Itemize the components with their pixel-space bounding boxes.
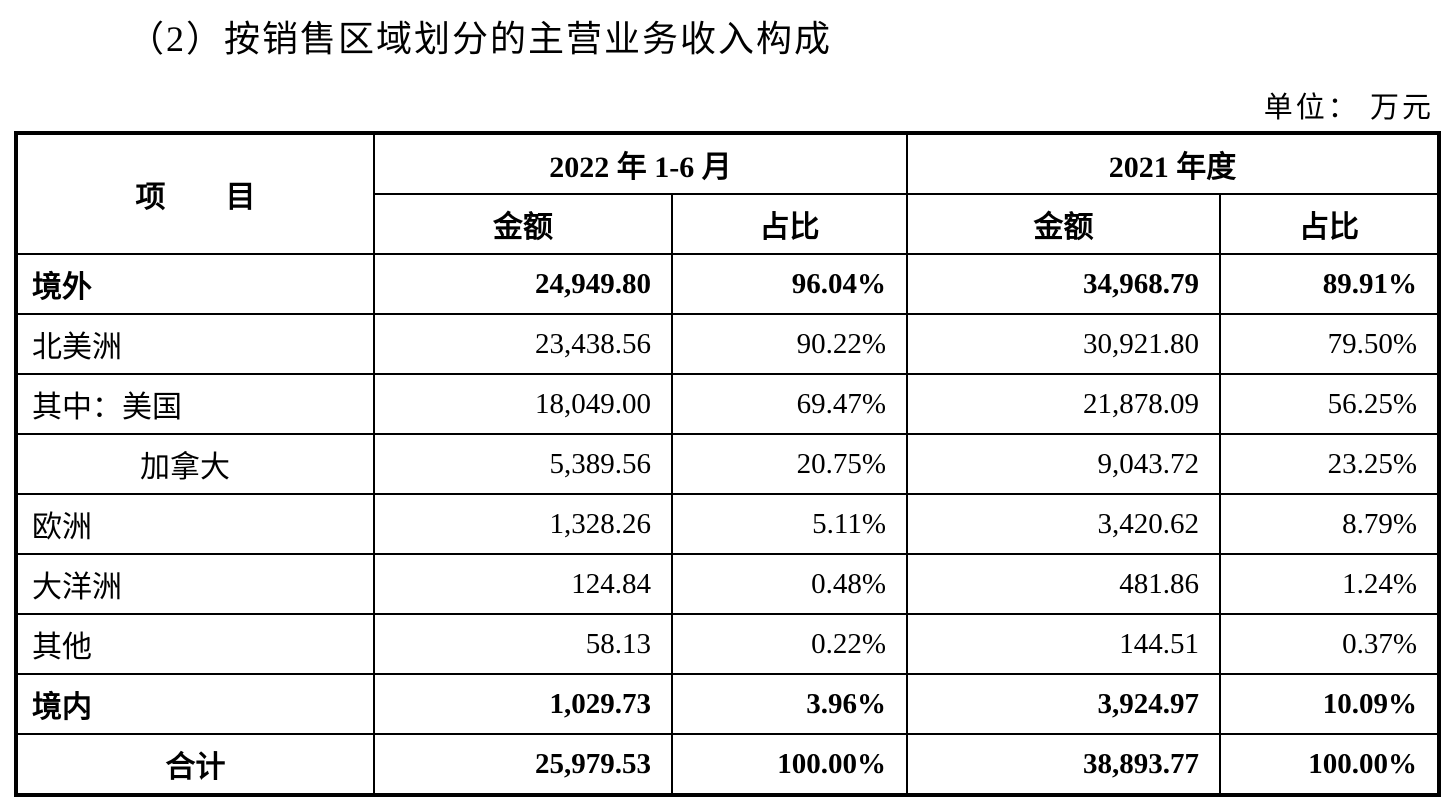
row-label: 大洋洲 <box>15 553 375 615</box>
amount-2021: 34,968.79 <box>906 253 1221 315</box>
amount-2022: 124.84 <box>373 553 673 615</box>
table-row-overseas: 境外 24,949.80 96.04% 34,968.79 89.91% <box>15 253 1440 315</box>
amount-2022: 25,979.53 <box>373 733 673 796</box>
table-row-north-america: 北美洲 23,438.56 90.22% 30,921.80 79.50% <box>15 313 1440 375</box>
ratio-2021: 56.25% <box>1219 373 1440 435</box>
amount-2021: 3,420.62 <box>906 493 1221 555</box>
header-row-periods: 项 目 2022 年 1-6 月 2021 年度 <box>15 132 1440 255</box>
amount-2022: 18,049.00 <box>373 373 673 435</box>
table-row-domestic: 境内 1,029.73 3.96% 3,924.97 10.09% <box>15 673 1440 735</box>
table-row-total: 合计 25,979.53 100.00% 38,893.77 100.00% <box>15 733 1440 796</box>
amount-2021: 30,921.80 <box>906 313 1221 375</box>
ratio-2022: 3.96% <box>671 673 908 735</box>
header-amount-2021: 金额 <box>906 193 1221 255</box>
amount-2022: 1,029.73 <box>373 673 673 735</box>
table-header: 项 目 2022 年 1-6 月 2021 年度 金额 占比 金额 占比 <box>15 132 1440 255</box>
ratio-2021: 0.37% <box>1219 613 1440 675</box>
amount-2022: 23,438.56 <box>373 313 673 375</box>
amount-2021: 3,924.97 <box>906 673 1221 735</box>
amount-2021: 9,043.72 <box>906 433 1221 495</box>
table-row-canada: 加拿大 5,389.56 20.75% 9,043.72 23.25% <box>15 433 1440 495</box>
amount-2021: 481.86 <box>906 553 1221 615</box>
table-row-other: 其他 58.13 0.22% 144.51 0.37% <box>15 613 1440 675</box>
section-title: （2）按销售区域划分的主营业务收入构成 <box>128 19 833 59</box>
amount-2021: 38,893.77 <box>906 733 1221 796</box>
row-label: 欧洲 <box>15 493 375 555</box>
row-label: 境内 <box>15 673 375 735</box>
ratio-2021: 1.24% <box>1219 553 1440 615</box>
ratio-2022: 90.22% <box>671 313 908 375</box>
table-row-europe: 欧洲 1,328.26 5.11% 3,420.62 8.79% <box>15 493 1440 555</box>
amount-2022: 5,389.56 <box>373 433 673 495</box>
ratio-2022: 20.75% <box>671 433 908 495</box>
ratio-2022: 0.48% <box>671 553 908 615</box>
ratio-2021: 10.09% <box>1219 673 1440 735</box>
header-item-column: 项 目 <box>15 132 375 255</box>
amount-2021: 144.51 <box>906 613 1221 675</box>
table-row-usa: 其中：美国 18,049.00 69.47% 21,878.09 56.25% <box>15 373 1440 435</box>
ratio-2022: 69.47% <box>671 373 908 435</box>
header-period-2022: 2022 年 1-6 月 <box>373 132 908 195</box>
row-label: 加拿大 <box>15 433 375 495</box>
ratio-2022: 5.11% <box>671 493 908 555</box>
header-ratio-2022: 占比 <box>671 193 908 255</box>
ratio-2021: 8.79% <box>1219 493 1440 555</box>
header-row-metrics: 金额 占比 金额 占比 <box>16 193 1440 255</box>
row-label: 其中：美国 <box>15 373 375 435</box>
amount-2022: 24,949.80 <box>373 253 673 315</box>
ratio-2022: 100.00% <box>671 733 908 796</box>
row-label: 合计 <box>15 733 375 796</box>
ratio-2022: 96.04% <box>671 253 908 315</box>
header-amount-2022: 金额 <box>373 193 673 255</box>
unit-label: 单位： 万元 <box>1263 92 1434 124</box>
row-label: 其他 <box>15 613 375 675</box>
row-label: 北美洲 <box>15 313 375 375</box>
ratio-2021: 79.50% <box>1219 313 1440 375</box>
amount-2021: 21,878.09 <box>906 373 1221 435</box>
ratio-2022: 0.22% <box>671 613 908 675</box>
header-period-2021: 2021 年度 <box>906 132 1440 195</box>
ratio-2021: 23.25% <box>1219 433 1440 495</box>
ratio-2021: 89.91% <box>1219 253 1440 315</box>
ratio-2021: 100.00% <box>1219 733 1440 796</box>
revenue-by-region-table: 项 目 2022 年 1-6 月 2021 年度 金额 占比 金额 占比 境外 … <box>14 131 1441 797</box>
table-body: 境外 24,949.80 96.04% 34,968.79 89.91% 北美洲… <box>15 253 1440 796</box>
amount-2022: 1,328.26 <box>373 493 673 555</box>
row-label: 境外 <box>15 253 375 315</box>
table-row-oceania: 大洋洲 124.84 0.48% 481.86 1.24% <box>15 553 1440 615</box>
header-ratio-2021: 占比 <box>1219 193 1440 255</box>
amount-2022: 58.13 <box>373 613 673 675</box>
